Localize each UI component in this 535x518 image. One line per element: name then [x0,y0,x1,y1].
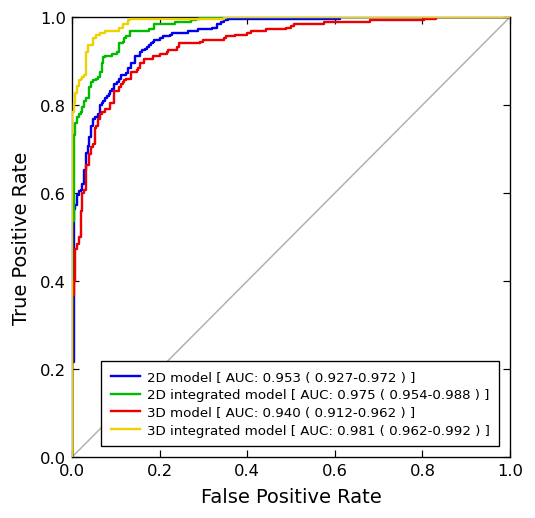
Y-axis label: True Positive Rate: True Positive Rate [12,151,31,324]
X-axis label: False Positive Rate: False Positive Rate [201,487,381,506]
Legend: 2D model [ AUC: 0.953 ( 0.927-0.972 ) ], 2D integrated model [ AUC: 0.975 ( 0.95: 2D model [ AUC: 0.953 ( 0.927-0.972 ) ],… [101,362,499,447]
